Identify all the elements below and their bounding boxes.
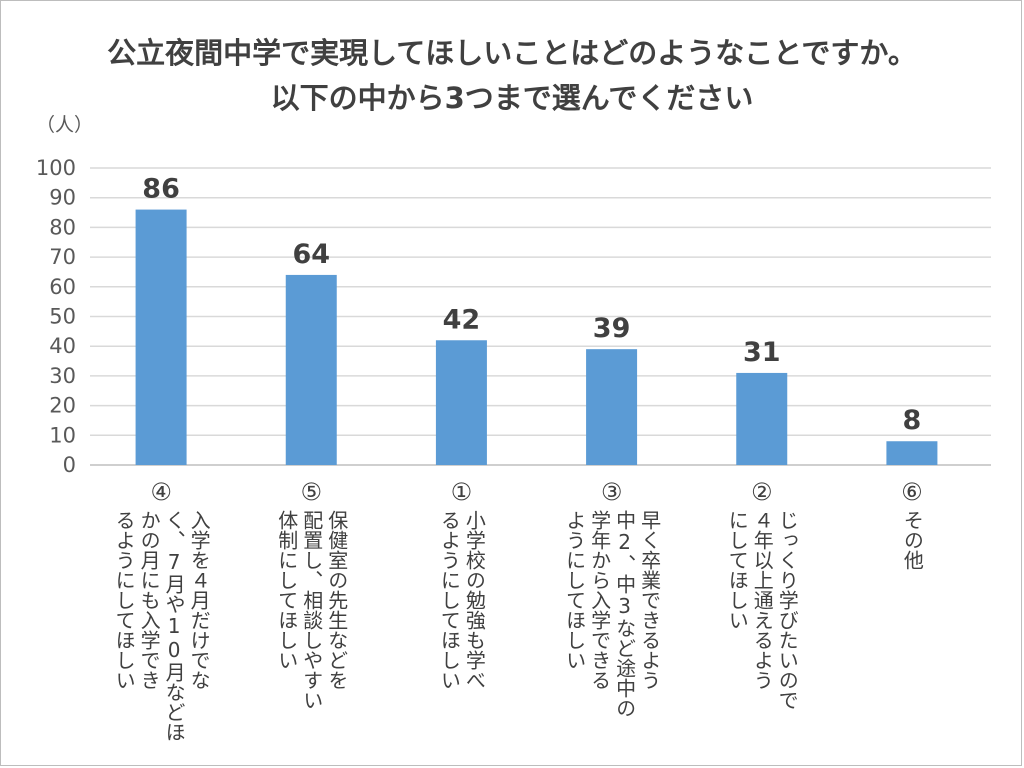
data-label: 86 (142, 174, 180, 205)
category-label-line: 入学を４月だけでな (187, 510, 212, 690)
category-label-line: その他 (900, 510, 925, 570)
y-tick-label: 20 (49, 394, 76, 418)
category-label-line: るようにしてほしい (437, 510, 462, 690)
category-label-line: く、7月や10月などほ (162, 510, 187, 742)
category-label-line: 体制にしてほしい (274, 510, 299, 670)
category-number-label: ② (750, 478, 773, 506)
bar (285, 274, 337, 465)
y-tick-label: 70 (49, 245, 76, 269)
category-label-line: 配置し、相談しやすい (299, 510, 324, 710)
y-tick-label: 40 (49, 334, 76, 358)
chart-title: 公立夜間中学で実現してほしいことはどのようなことですか。 (107, 36, 917, 70)
y-tick-label: 90 (49, 186, 76, 210)
category-label-line: 学年から入学できる (587, 510, 612, 690)
y-tick-label: 50 (49, 305, 76, 329)
y-tick-label: 30 (49, 364, 76, 388)
category-label-line: にしてほしい (725, 510, 750, 630)
data-label: 42 (443, 304, 481, 335)
y-tick-label: 0 (63, 453, 76, 477)
category-number-label: ④ (150, 478, 172, 506)
bar (435, 340, 487, 465)
category-label-line: じっくり学びたいので (775, 510, 800, 710)
y-tick-label: 100 (36, 156, 76, 180)
category-label-line: かの月にも入学でき (137, 510, 162, 690)
data-label: 31 (743, 337, 781, 368)
data-label: 39 (593, 313, 631, 344)
category-label-line: 小学校の勉強も学べ (462, 510, 487, 690)
chart-subtitle: 以下の中から3つまで選んでください (270, 81, 754, 115)
category-number-label: ③ (600, 478, 623, 506)
data-label: 8 (903, 405, 922, 436)
category-label-line: るようにしてほしい (112, 510, 137, 690)
data-label: 64 (292, 239, 330, 270)
bar (886, 441, 938, 465)
category-number-label: ① (450, 478, 473, 506)
category-number-label: ⑥ (901, 478, 923, 506)
category-label-line: 中2、中3など途中の (612, 510, 637, 718)
y-tick-label: 10 (49, 423, 76, 447)
y-tick-label: 60 (49, 275, 76, 299)
y-tick-label: 80 (49, 215, 76, 239)
y-axis-unit-label: （人） (36, 114, 94, 136)
category-label-line: ４年以上通えるよう (750, 510, 775, 690)
bar (736, 372, 788, 465)
category-number-label: ⑤ (300, 478, 322, 506)
category-label-line: 早く卒業できるよう (637, 510, 662, 690)
category-label-line: 保健室の先生などを (324, 510, 349, 690)
bar (586, 349, 638, 465)
bar (135, 209, 187, 465)
category-label-line: ようにしてほしい (562, 510, 587, 670)
